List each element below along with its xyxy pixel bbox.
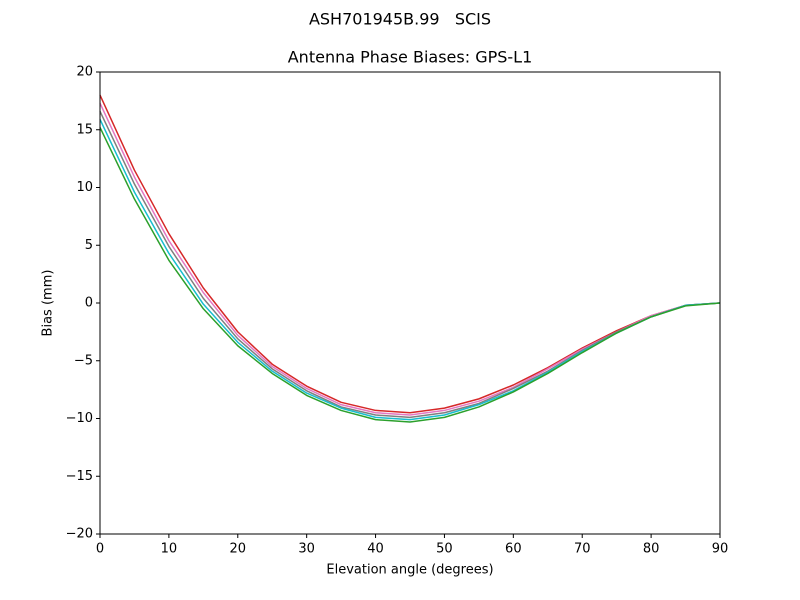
plot-area [99, 94, 721, 423]
y-tick-label: −10 [66, 411, 93, 426]
y-tick-label: 5 [85, 238, 93, 253]
y-tick-label: −20 [66, 527, 93, 542]
x-tick-label: 0 [96, 542, 104, 557]
y-axis-label: Bias (mm) [41, 270, 56, 337]
y-tick-label: 20 [76, 65, 93, 80]
x-tick-label: 40 [367, 542, 384, 557]
x-tick-label: 20 [230, 542, 247, 557]
x-axis-label: Elevation angle (degrees) [326, 563, 493, 578]
x-tick-label: 70 [574, 542, 591, 557]
series-line [99, 127, 721, 423]
x-tick-label: 90 [712, 542, 729, 557]
x-tick-label: 30 [298, 542, 315, 557]
x-tick-label: 80 [643, 542, 660, 557]
suptitle: ASH701945B.99 SCIS [309, 10, 491, 29]
x-tick-label: 10 [161, 542, 178, 557]
y-tick-label: −15 [66, 469, 93, 484]
y-tick-label: −5 [74, 353, 93, 368]
y-tick-label: 15 [76, 122, 93, 137]
chart-title: Antenna Phase Biases: GPS-L1 [288, 48, 533, 67]
series-line [99, 94, 721, 414]
x-tick-label: 50 [436, 542, 453, 557]
x-tick-label: 60 [505, 542, 522, 557]
series-line [99, 110, 721, 419]
y-tick-label: 0 [85, 296, 93, 311]
y-tick-label: 10 [76, 180, 93, 195]
